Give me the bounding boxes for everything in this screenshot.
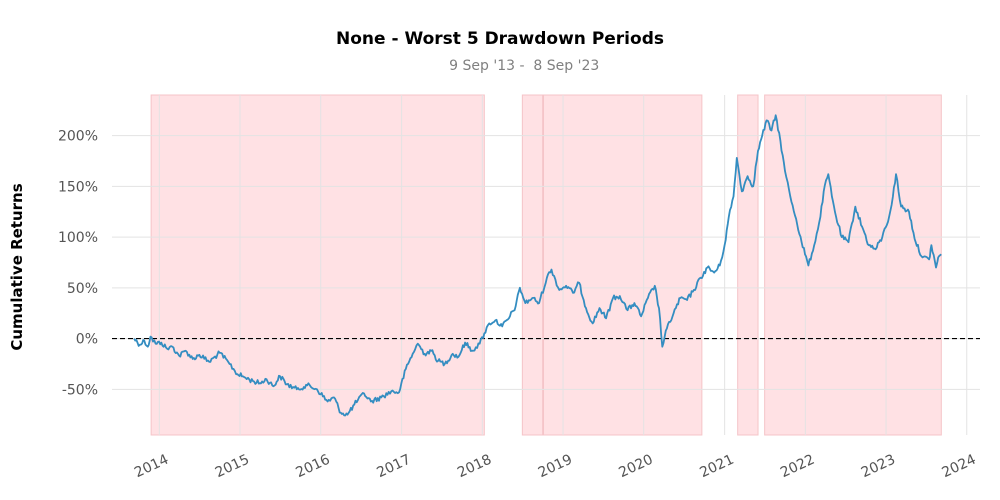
cumulative-returns-line	[133, 114, 942, 417]
x-tick-label: 2015	[213, 452, 252, 482]
chart-title: None - Worst 5 Drawdown Periods	[336, 29, 664, 49]
x-tick-label: 2019	[536, 452, 575, 482]
plot-area: -50% 0% 50% 100% 150% 200% 2014 2015 2016 2017 201…	[58, 94, 980, 482]
y-tick-label: -50%	[62, 382, 98, 398]
chart-subtitle: 9 Sep '13 - 8 Sep '23	[445, 58, 600, 74]
y-tick-label: 0%	[76, 332, 98, 348]
drawdown-period-1	[150, 94, 485, 436]
x-tick-label: 2022	[778, 452, 817, 482]
y-tick-label: 100%	[58, 230, 98, 246]
drawdown-period-2	[521, 94, 703, 436]
x-tick-label: 2023	[859, 452, 898, 482]
x-tick-label: 2024	[940, 452, 979, 482]
x-tick-label: 2020	[616, 452, 655, 482]
y-tick-label: 200%	[58, 129, 98, 145]
x-tick-label: 2017	[374, 452, 413, 482]
y-axis-label: Cumulative Returns	[8, 183, 26, 350]
x-tick-label: 2021	[697, 452, 736, 482]
x-tick-label: 2018	[455, 452, 494, 482]
x-tick-label: 2014	[132, 452, 171, 482]
y-tick-label: 150%	[58, 179, 98, 195]
drawdown-period-5	[764, 94, 942, 436]
x-tick-label: 2016	[293, 452, 332, 482]
drawdown-period-3	[542, 94, 544, 436]
drawdown-period-4	[737, 94, 759, 436]
y-tick-label: 50%	[67, 281, 98, 297]
